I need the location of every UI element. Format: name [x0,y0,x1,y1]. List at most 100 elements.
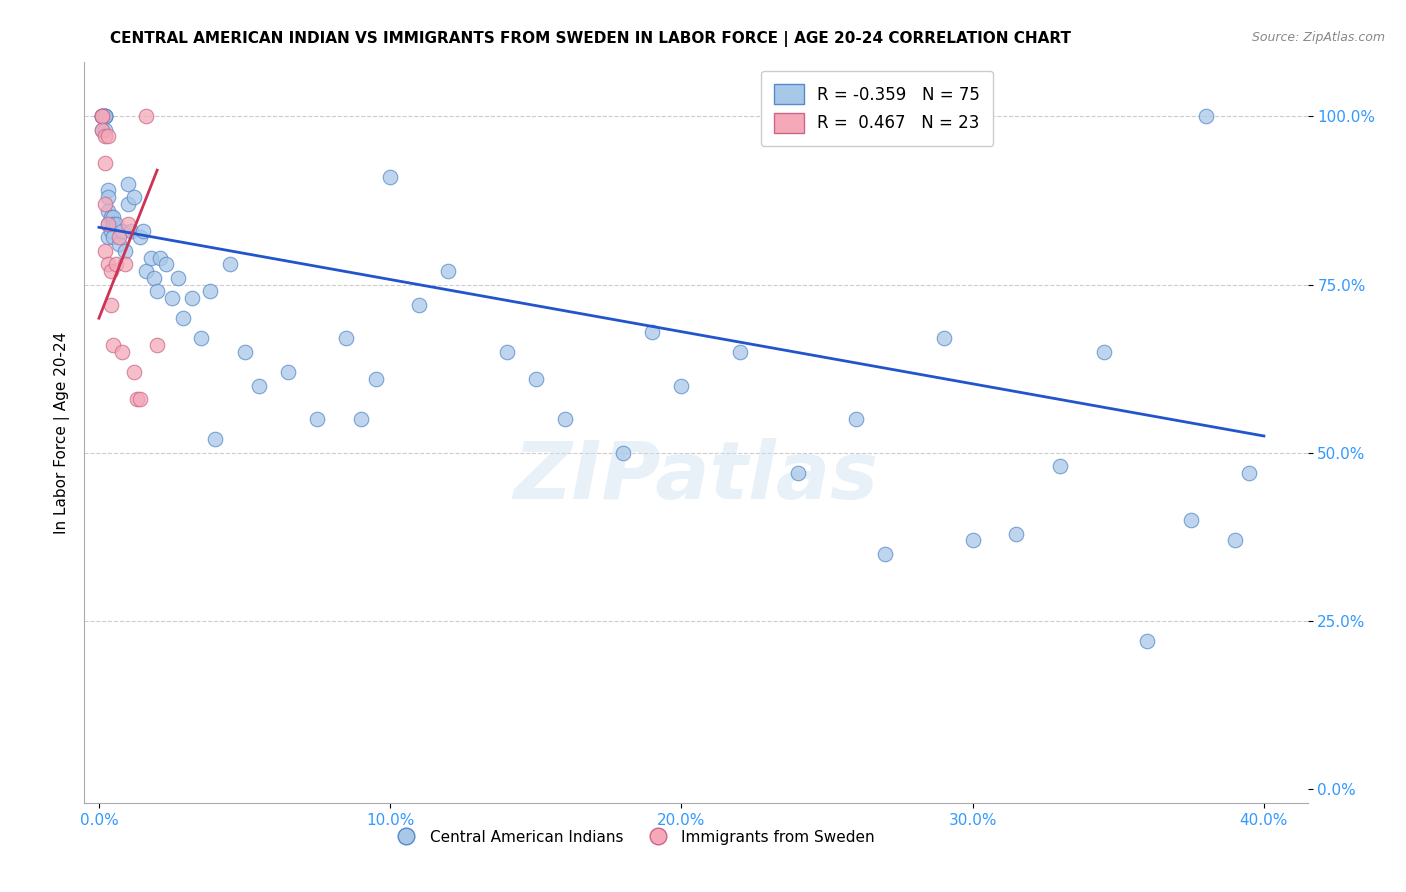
Point [93,196,115,211]
Point [97,217,120,231]
Point [524,372,547,386]
Point [671,378,693,392]
Point [166,270,188,285]
Point [97,129,120,144]
Point [100,298,122,312]
Point [198,285,221,299]
Text: CENTRAL AMERICAN INDIAN VS IMMIGRANTS FROM SWEDEN IN LABOR FORCE | AGE 20-24 COR: CENTRAL AMERICAN INDIAN VS IMMIGRANTS FR… [110,31,1071,47]
Point [105,217,128,231]
Point [114,244,136,258]
Point [90,109,112,123]
Point [117,217,139,231]
Point [93,129,115,144]
Point [172,311,194,326]
Point [108,230,131,244]
Point [1239,466,1261,480]
Point [97,217,120,231]
Point [90,109,112,123]
Point [787,466,810,480]
Point [247,378,270,392]
Point [219,257,242,271]
Point [93,109,115,123]
Point [437,264,460,278]
Point [108,237,131,252]
Point [135,109,157,123]
Point [103,217,125,231]
Point [111,224,134,238]
Point [1092,344,1115,359]
Point [103,338,125,352]
Point [100,211,122,225]
Point [117,196,139,211]
Point [97,183,120,197]
Point [181,291,204,305]
Point [105,257,128,271]
Point [307,412,329,426]
Point [1136,634,1159,648]
Point [146,285,169,299]
Point [93,109,115,123]
Point [1223,533,1246,548]
Point [114,257,136,271]
Point [103,211,125,225]
Point [146,338,169,352]
Y-axis label: In Labor Force | Age 20-24: In Labor Force | Age 20-24 [55,332,70,533]
Point [143,270,166,285]
Point [90,122,112,136]
Point [120,224,142,238]
Point [97,230,120,244]
Point [962,533,984,548]
Point [845,412,868,426]
Point [364,372,387,386]
Point [728,344,751,359]
Point [97,190,120,204]
Point [111,344,134,359]
Point [103,230,125,244]
Point [90,109,112,123]
Point [128,392,150,406]
Point [1180,513,1202,527]
Legend: Central American Indians, Immigrants from Sweden: Central American Indians, Immigrants fro… [388,823,882,851]
Point [131,224,153,238]
Point [204,433,226,447]
Point [932,331,955,345]
Point [93,244,115,258]
Point [90,122,112,136]
Point [233,344,256,359]
Point [350,412,373,426]
Point [122,190,145,204]
Point [149,251,172,265]
Point [495,344,517,359]
Point [160,291,183,305]
Point [93,122,115,136]
Point [93,109,115,123]
Point [554,412,576,426]
Point [100,224,122,238]
Point [335,331,357,345]
Point [90,109,112,123]
Point [135,264,157,278]
Point [141,251,163,265]
Point [93,156,115,170]
Point [1195,109,1218,123]
Point [93,109,115,123]
Point [875,547,897,561]
Point [125,392,148,406]
Text: ZIPatlas: ZIPatlas [513,438,879,516]
Point [408,298,430,312]
Point [380,169,402,184]
Point [97,203,120,218]
Point [90,109,112,123]
Point [1049,459,1071,474]
Point [97,257,120,271]
Point [1005,526,1028,541]
Point [277,365,299,379]
Point [122,365,145,379]
Point [128,230,150,244]
Point [612,446,634,460]
Point [117,177,139,191]
Point [100,264,122,278]
Point [641,325,664,339]
Point [190,331,212,345]
Point [93,109,115,123]
